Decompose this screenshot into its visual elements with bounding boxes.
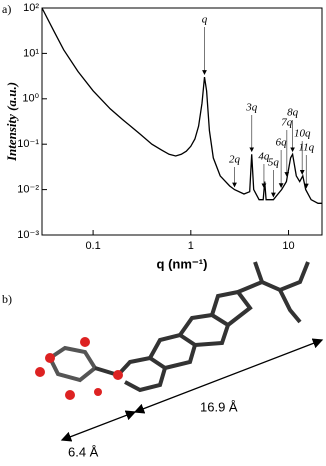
plot-frame <box>41 7 323 236</box>
dimension-label: 6.4 Å <box>68 444 99 459</box>
y-tick-label: 10⁻¹ <box>17 138 39 150</box>
y-tick-label: 10² <box>23 2 39 14</box>
y-axis-label: Intensity (a.u.) <box>4 82 19 162</box>
peak-label: 10q <box>294 128 311 140</box>
peak-label: 11q <box>298 142 314 154</box>
peak-label: 8q <box>287 107 299 119</box>
dimension-arrow <box>133 338 324 414</box>
x-tick-label: 10 <box>282 240 294 252</box>
x-axis-label: q (nm⁻¹) <box>157 256 208 271</box>
peak-label: 5q <box>268 157 280 169</box>
peak-label: 6q <box>276 137 288 149</box>
peak-label: 7q <box>281 117 293 129</box>
y-tick-label: 10⁰ <box>22 93 39 105</box>
peak-label: 3q <box>245 102 258 114</box>
peak-label: 2q <box>229 154 241 166</box>
data-line <box>41 7 322 204</box>
peak-label: q <box>202 14 208 26</box>
dimension-label: 16.9 Å <box>200 399 238 414</box>
panel-label: b) <box>2 292 12 306</box>
molecule <box>47 261 310 393</box>
y-tick-label: 10⁻³ <box>17 229 39 241</box>
dimension-arrow <box>60 410 137 442</box>
y-tick-label: 10⁻² <box>17 184 39 196</box>
atoms <box>35 337 123 400</box>
plot: 0.1 1 10 10² 10¹ 10⁰ 10⁻¹ 10⁻² 10⁻³ q (nm⁻¹) Inten… <box>4 2 323 271</box>
panel-label: a) <box>2 2 11 16</box>
x-tick-label: 1 <box>188 240 194 252</box>
y-tick-label: 10¹ <box>23 47 39 59</box>
x-tick-label: 0.1 <box>85 240 100 252</box>
peak-label: 4q <box>258 151 270 163</box>
